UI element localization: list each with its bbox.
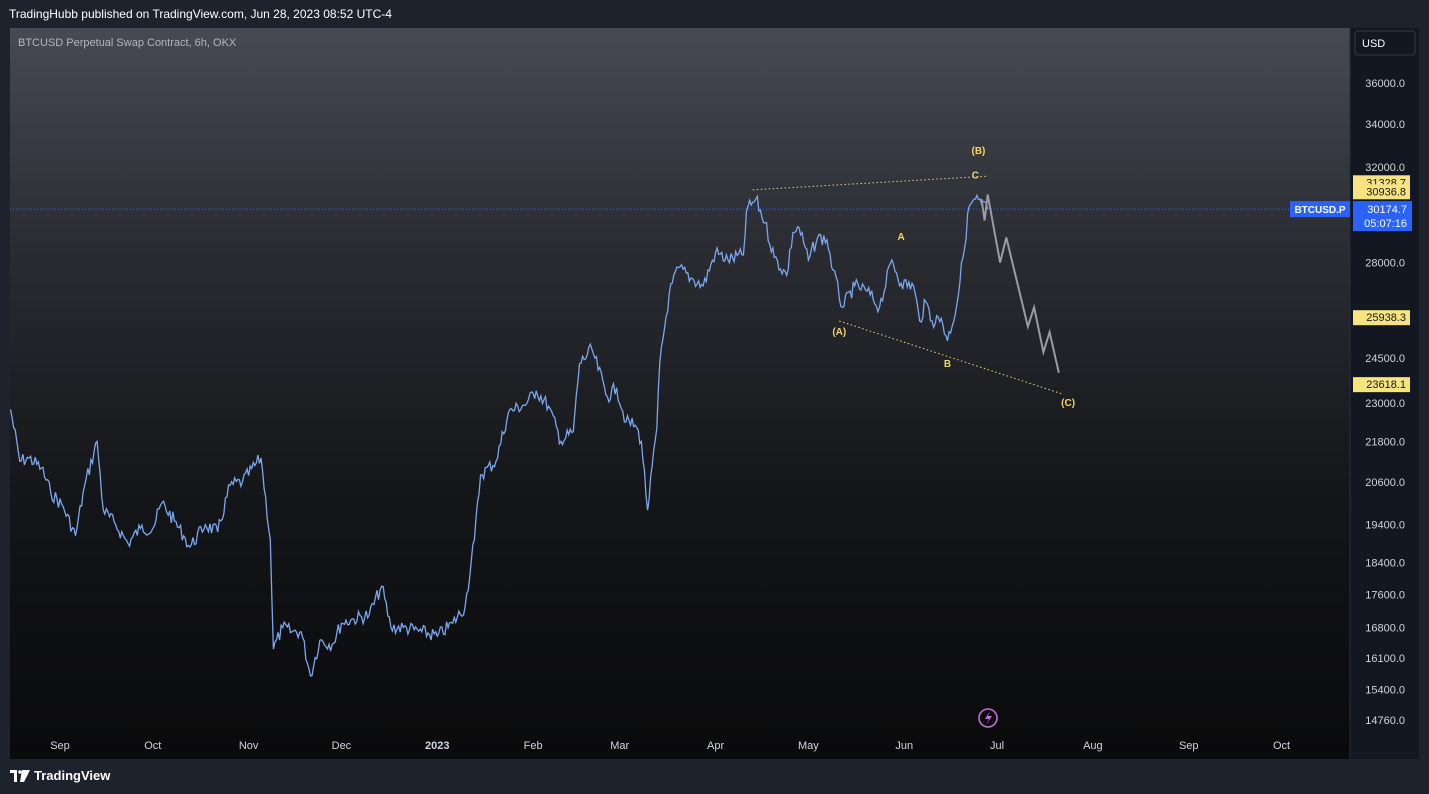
price-axis[interactable]: 36000.0 34000.0 32000.0 28000.0 24500.0 23000… [1349, 28, 1419, 759]
trend-line [752, 175, 988, 191]
lightning-icon[interactable] [978, 708, 998, 728]
trend-lines [10, 175, 1350, 395]
time-tick-label: Dec [332, 740, 352, 752]
price-tag-label: 23618.1 [1366, 379, 1406, 391]
price-tick-label: 23000.0 [1365, 398, 1405, 410]
price-chart[interactable]: (A) A B C (B) (C) 36000.0 34000.0 32000.0 28000.… [0, 0, 1429, 759]
price-tick-label: 32000.0 [1365, 162, 1405, 174]
time-tick-label: Mar [610, 740, 629, 752]
price-axis-background [1350, 28, 1419, 759]
tradingview-logo[interactable]: TradingView [10, 768, 110, 783]
trend-line [839, 320, 1063, 395]
wave-label: B [944, 359, 951, 370]
time-axis[interactable]: Sep Oct Nov Dec 2023 Feb Mar Apr May Jun Jul Aug Sep… [50, 740, 1290, 752]
footer: TradingView [0, 759, 1429, 794]
price-tag [1353, 310, 1410, 326]
chart-title: BTCUSD Perpetual Swap Contract, 6h, OKX [18, 37, 237, 49]
time-tick-label: Jul [990, 740, 1004, 752]
price-tick-label: 17600.0 [1365, 589, 1405, 601]
time-tick-label: Jun [895, 740, 913, 752]
wave-label: C [972, 170, 979, 181]
price-tick-label: 28000.0 [1365, 258, 1405, 270]
price-tick-label: 24500.0 [1365, 353, 1405, 365]
last-price-tag [1353, 201, 1412, 232]
time-tick-label: Feb [524, 740, 543, 752]
wave-label: A [898, 232, 905, 243]
price-tick-label: 14760.0 [1365, 715, 1405, 727]
price-tick-label: 36000.0 [1365, 78, 1405, 90]
countdown-label: 05:07:16 [1364, 218, 1407, 230]
time-tick-label: 2023 [425, 740, 449, 752]
time-tick-label: Oct [144, 740, 161, 752]
price-tag-label: 25938.3 [1366, 312, 1406, 324]
time-tick-label: Apr [707, 740, 724, 752]
price-tag [1353, 184, 1410, 200]
price-tick-label: 16100.0 [1365, 653, 1405, 665]
chart-panel[interactable] [10, 28, 1419, 759]
time-tick-label: Oct [1273, 740, 1290, 752]
time-tick-label: Sep [50, 740, 70, 752]
last-price-label: 30174.7 [1367, 204, 1407, 216]
brand-label: TradingView [34, 768, 111, 783]
currency-button[interactable]: USD [1354, 30, 1416, 56]
price-tick-label: 15400.0 [1365, 685, 1405, 697]
projection-series [980, 194, 1060, 373]
symbol-tag [1290, 201, 1350, 218]
time-tick-label: Aug [1083, 740, 1103, 752]
symbol-tag-label: BTCUSD.P [1294, 205, 1345, 216]
wave-label: (A) [832, 327, 846, 338]
price-tick-label: 16800.0 [1365, 623, 1405, 635]
price-series [9, 193, 989, 677]
price-tick-label: 21800.0 [1365, 436, 1405, 448]
price-tick-label: 18400.0 [1365, 558, 1405, 570]
wave-label: (C) [1061, 398, 1075, 409]
wave-label: (B) [972, 146, 986, 157]
wave-labels: (A) A B C (B) (C) [832, 146, 1075, 409]
price-tag-label: 30936.8 [1366, 186, 1406, 198]
price-line [9, 193, 989, 677]
publisher-bar: TradingHubb published on TradingView.com… [0, 0, 1429, 28]
tradingview-logo-icon [10, 769, 30, 782]
currency-label: USD [1362, 38, 1385, 50]
projection-path [980, 194, 1060, 373]
price-tag [1353, 377, 1410, 393]
price-tick-label: 19400.0 [1365, 520, 1405, 532]
time-tick-label: Sep [1179, 740, 1199, 752]
time-tick-label: Nov [239, 740, 259, 752]
publisher-line: TradingHubb published on TradingView.com… [9, 7, 392, 21]
price-tick-label: 34000.0 [1365, 119, 1405, 131]
price-tick-label: 20600.0 [1365, 477, 1405, 489]
time-tick-label: May [798, 740, 819, 752]
